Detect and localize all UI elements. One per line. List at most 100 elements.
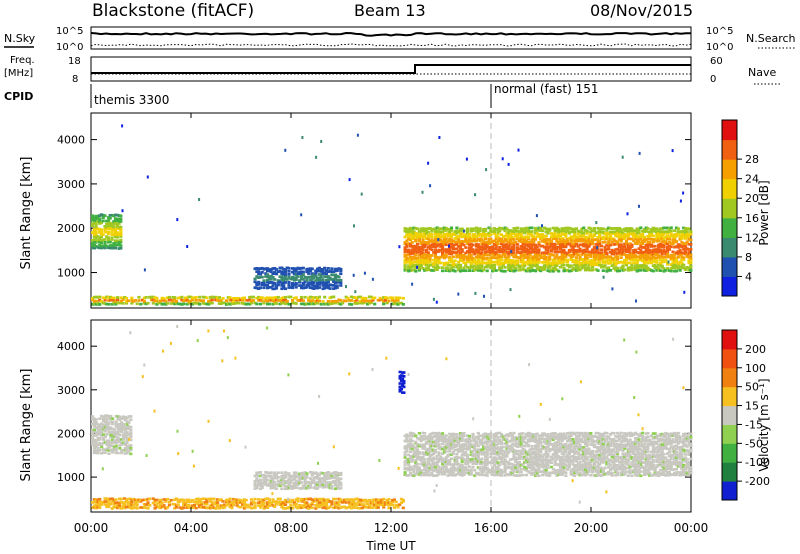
data-cell	[516, 442, 520, 445]
data-cell	[573, 440, 577, 444]
data-cell	[421, 445, 425, 448]
data-cell	[99, 231, 103, 234]
data-cell	[585, 448, 589, 452]
data-cell	[98, 246, 102, 250]
data-cell	[430, 473, 434, 476]
data-cell	[657, 238, 661, 241]
data-cell	[289, 277, 293, 281]
data-cell	[403, 229, 407, 233]
data-cell	[569, 230, 573, 234]
data-cell	[91, 216, 95, 220]
data-cell	[637, 251, 641, 255]
data-cell	[476, 238, 480, 241]
data-cell	[403, 261, 407, 264]
data-cell	[532, 463, 536, 466]
data-cell	[373, 302, 377, 306]
data-cell	[282, 301, 286, 305]
data-cell	[467, 458, 471, 461]
data-cell	[444, 255, 448, 259]
data-cell	[548, 229, 552, 232]
data-cell	[287, 275, 291, 279]
data-cell	[678, 253, 682, 257]
data-cell	[121, 423, 126, 426]
data-cell	[453, 237, 457, 240]
data-cell	[676, 243, 680, 246]
data-cell	[448, 252, 452, 256]
data-cell	[467, 248, 471, 252]
data-cell	[469, 263, 473, 267]
data-cell	[666, 255, 670, 259]
data-cell	[642, 250, 646, 254]
data-cell	[496, 473, 500, 477]
data-cell	[558, 432, 563, 436]
data-cell	[194, 296, 198, 299]
data-cell	[333, 269, 338, 273]
data-cell	[499, 435, 504, 438]
data-cell	[555, 239, 559, 243]
data-cell	[125, 425, 129, 428]
data-cell	[439, 238, 443, 242]
data-cell	[416, 263, 420, 267]
data-cell	[367, 301, 371, 305]
data-cell	[433, 448, 438, 452]
data-cell	[449, 267, 454, 270]
data-cell	[326, 484, 330, 488]
data-cell	[474, 471, 479, 475]
data-cell	[585, 268, 589, 271]
data-cell	[421, 260, 425, 264]
data-cell	[548, 269, 552, 273]
data-cell	[491, 452, 495, 456]
data-cell	[555, 470, 559, 474]
data-cell	[487, 234, 491, 238]
data-cell	[601, 435, 605, 438]
data-cell	[449, 444, 454, 448]
data-cell	[269, 477, 273, 480]
data-cell	[308, 470, 313, 474]
data-cell	[462, 234, 466, 238]
data-cell	[435, 230, 439, 234]
data-cell	[448, 469, 452, 472]
data-cell	[569, 445, 573, 448]
data-cell	[555, 446, 559, 449]
data-cell	[92, 241, 96, 244]
data-cell	[320, 140, 323, 143]
data-cell	[303, 303, 307, 306]
data-cell	[462, 457, 466, 461]
data-cell	[512, 473, 516, 477]
data-cell	[127, 444, 131, 448]
data-cell	[523, 247, 527, 251]
data-cell	[480, 462, 484, 466]
data-cell	[580, 264, 584, 267]
data-cell	[416, 468, 420, 472]
data-cell	[125, 423, 129, 426]
data-cell	[567, 230, 571, 234]
data-cell	[476, 267, 480, 270]
data-cell	[316, 301, 320, 305]
data-cell	[673, 238, 677, 241]
data-cell	[580, 431, 584, 435]
data-cell	[614, 266, 618, 269]
data-cell	[405, 268, 409, 272]
data-cell	[430, 465, 434, 469]
data-cell	[533, 433, 538, 436]
data-cell	[421, 243, 425, 247]
data-cell	[353, 296, 357, 299]
data-cell	[510, 446, 514, 449]
data-cell	[464, 261, 468, 265]
data-cell	[574, 259, 579, 262]
data-cell	[444, 237, 448, 241]
data-cell	[451, 243, 455, 247]
data-cell	[289, 484, 293, 488]
data-cell	[299, 275, 304, 278]
data-cell	[487, 246, 491, 249]
data-cell	[587, 253, 591, 257]
data-cell	[448, 463, 452, 466]
data-cell	[92, 235, 96, 238]
data-cell	[205, 296, 209, 300]
data-cell	[462, 470, 466, 473]
data-cell	[576, 468, 580, 472]
data-cell	[596, 230, 600, 234]
data-cell	[335, 274, 339, 278]
data-cell	[269, 480, 273, 483]
data-cell	[578, 448, 582, 451]
